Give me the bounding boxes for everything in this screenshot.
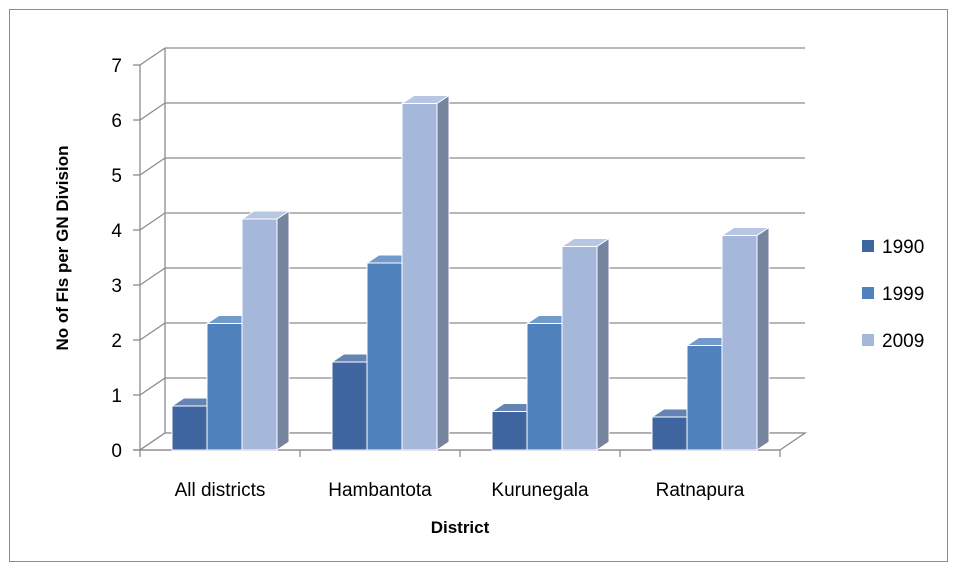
grid-diagonal [139, 377, 166, 396]
bar-side [756, 226, 770, 451]
grid-diagonal [139, 102, 166, 121]
y-tick-label: 4 [111, 221, 122, 242]
bar-2009-ratnapura [720, 226, 771, 451]
bar-side [596, 237, 610, 451]
y-tick-label: 3 [111, 276, 122, 297]
bar-front [206, 323, 243, 451]
grid-diagonal [139, 47, 166, 66]
bar-2009-all-districts [240, 210, 291, 451]
bar-2009-hambantota [400, 94, 451, 451]
y-tick-label: 2 [111, 331, 122, 352]
x-tick-label: Kurunegala [491, 480, 589, 501]
bar-front [721, 235, 758, 451]
bar-front [651, 416, 688, 451]
y-tick-label: 0 [111, 441, 122, 462]
legend: 1990 1999 2009 [862, 237, 924, 352]
x-tick-label: All districts [175, 480, 266, 501]
y-tick-label: 6 [111, 111, 122, 132]
y-tick-label: 5 [111, 166, 122, 187]
legend-label: 1999 [882, 284, 924, 305]
legend-swatch [862, 334, 874, 346]
bar-front [561, 246, 598, 451]
grid-diagonal [139, 157, 166, 176]
grid-diagonal [139, 322, 166, 341]
bar-front [366, 262, 403, 451]
legend-label: 2009 [882, 331, 924, 352]
bar-front [401, 103, 438, 451]
legend-label: 1990 [882, 237, 924, 258]
grid-diagonal [139, 267, 166, 286]
y-axis-title: No of FIs per GN Division [53, 146, 72, 351]
legend-swatch [862, 240, 874, 252]
grid-diagonal [139, 212, 166, 231]
x-axis-title: District [431, 518, 490, 537]
y-tick-label: 1 [111, 386, 122, 407]
bar-front [331, 361, 368, 451]
bar-2009-kurunegala [560, 237, 611, 451]
bar-side [276, 210, 290, 451]
legend-swatch [862, 287, 874, 299]
bar-side [436, 94, 450, 451]
y-tick-label: 7 [111, 56, 122, 77]
bar-front [686, 345, 723, 451]
bar-front [526, 323, 563, 451]
bar-front [491, 411, 528, 451]
bar-front [171, 405, 208, 451]
bar-front [241, 218, 278, 451]
x-tick-label: Ratnapura [656, 480, 745, 501]
x-tick-label: Hambantota [328, 480, 432, 501]
